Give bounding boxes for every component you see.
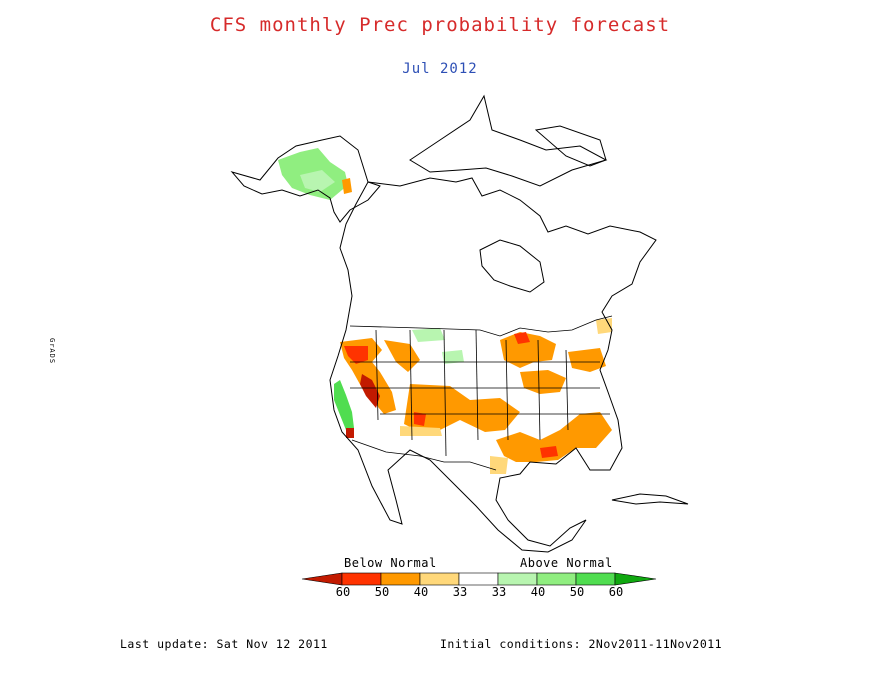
legend-below-label: Below Normal (344, 556, 437, 570)
central-rockies-below-normal-area (404, 384, 520, 432)
ohio-valley-below-normal-area (520, 370, 566, 394)
great-basin-below-normal-core (344, 346, 368, 364)
legend-tick: 50 (374, 585, 390, 599)
us-canada-border (349, 315, 613, 337)
great-lakes-below-normal-core (514, 332, 530, 344)
initial-conditions-text: Initial conditions: 2Nov2011-11Nov2011 (440, 637, 723, 651)
state-line-5 (505, 339, 509, 441)
state-line-1 (375, 329, 379, 421)
colorado-below-normal-core (414, 412, 426, 426)
legend-swatch-above-40 (536, 572, 577, 586)
us-mexico-border (351, 439, 497, 471)
last-update-text: Last update: Sat Nov 12 2011 (120, 637, 328, 651)
legend-swatch-above-50 (575, 572, 616, 586)
alaska-outline (230, 135, 381, 223)
plains-above-normal-area (412, 328, 445, 342)
california-above-normal-area (334, 380, 354, 430)
north-america-outline (329, 177, 657, 553)
louisiana-below-normal-core (540, 446, 558, 458)
alaska-below-normal-spot (342, 178, 352, 194)
state-line-2 (409, 329, 413, 441)
state-line-3 (443, 329, 447, 457)
legend-swatch-above-33 (497, 572, 538, 586)
gulf-coast-below-normal-area (496, 412, 612, 462)
state-line-6 (537, 339, 541, 441)
legend-arrow-left (301, 572, 343, 586)
gulf-coast-light-area (490, 456, 508, 474)
legend-tick: 40 (530, 585, 546, 599)
legend-above-label: Above Normal (520, 556, 613, 570)
greenland-edge (534, 125, 607, 167)
map-title: CFS monthly Prec probability forecast (209, 14, 671, 36)
northeast-below-normal-area (568, 348, 606, 372)
state-line-4 (475, 329, 479, 441)
colorado-light-band (400, 426, 442, 436)
legend-swatch-below-50 (341, 572, 382, 586)
legend-tick: 33 (452, 585, 468, 599)
legend-arrow-right (614, 572, 657, 586)
legend-tick: 60 (335, 585, 351, 599)
great-lakes-below-normal-area (500, 332, 556, 368)
state-line-7 (565, 349, 569, 431)
legend-swatch-normal (458, 572, 499, 586)
nevada-below-normal-core (360, 374, 380, 408)
legend-tick: 50 (569, 585, 585, 599)
map-subtitle: Jul 2012 (402, 61, 478, 77)
legend-tick: 33 (491, 585, 507, 599)
hudson-bay-outline (479, 239, 545, 293)
political-borders (349, 315, 613, 471)
coastlines (230, 94, 689, 553)
probability-shading (278, 148, 612, 474)
arctic-islands-outline (409, 94, 608, 187)
legend-tick: 40 (413, 585, 429, 599)
legend-swatch-below-40 (380, 572, 421, 586)
cuba-outline (611, 493, 689, 505)
legend-tick: 60 (608, 585, 624, 599)
legend-colorbar (301, 572, 657, 586)
rockies-below-normal-area (384, 340, 420, 372)
legend-swatch-below-33 (419, 572, 460, 586)
socal-below-normal-core (346, 428, 354, 438)
central-above-normal-area (442, 350, 464, 364)
alaska-above-normal-light (300, 170, 335, 192)
